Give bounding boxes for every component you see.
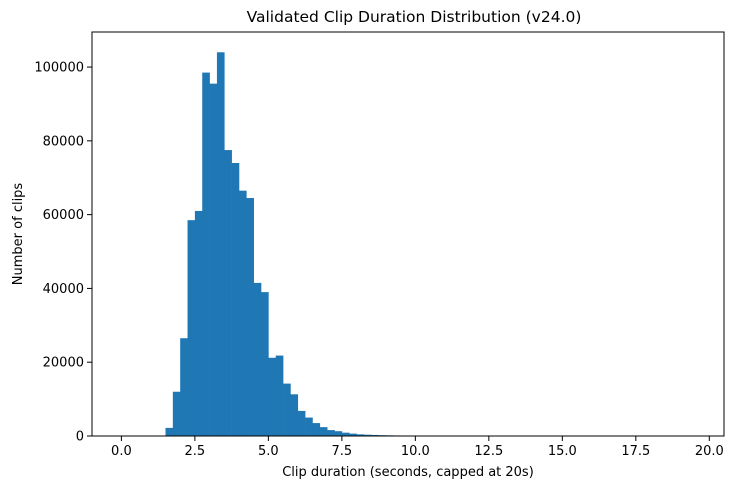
histogram-bar (334, 431, 343, 436)
y-tick-label: 20000 (43, 356, 84, 371)
y-tick-label: 0 (76, 430, 84, 445)
y-tick-label: 40000 (43, 282, 84, 297)
histogram-bar (253, 282, 262, 436)
histogram-bar (216, 52, 225, 436)
histogram-bar (371, 434, 379, 436)
histogram-bar (356, 434, 365, 436)
histogram-bar (238, 190, 247, 436)
histogram-bar (312, 423, 321, 436)
plot-frame (91, 31, 725, 437)
histogram-bar (290, 394, 299, 436)
x-tick-label: 0.0 (111, 444, 132, 459)
y-tick-label: 60000 (43, 208, 84, 223)
y-axis-label: Number of clips (11, 183, 26, 286)
x-tick-label: 17.5 (621, 444, 650, 459)
x-tick-label: 15.0 (548, 444, 577, 459)
histogram-bar (305, 417, 313, 436)
histogram-bar (283, 383, 291, 436)
y-tick-label: 80000 (43, 134, 84, 149)
bars-group (165, 52, 475, 437)
histogram-bar (180, 338, 188, 436)
x-axis-ticks: 0.0 2.5 5.0 7.5 10.0 12.5 15.0 17.5 20.0 (111, 436, 724, 459)
y-axis-ticks: 0 20000 40000 60000 80000 100000 (34, 61, 92, 445)
x-tick-label: 10.0 (401, 444, 430, 459)
histogram-bar (187, 220, 196, 436)
x-axis-label: Clip duration (seconds, capped at 20s) (282, 465, 534, 480)
x-tick-label: 12.5 (474, 444, 503, 459)
histogram-bar (319, 427, 328, 436)
histogram-bar (172, 391, 181, 436)
histogram-bar (327, 430, 335, 436)
histogram-bar (231, 162, 240, 436)
histogram-bar (297, 410, 306, 436)
x-tick-label: 5.0 (258, 444, 279, 459)
x-tick-label: 7.5 (332, 444, 353, 459)
histogram-bar (209, 83, 218, 437)
histogram-bar (341, 432, 350, 436)
x-tick-label: 2.5 (185, 444, 206, 459)
x-tick-label: 20.0 (695, 444, 724, 459)
histogram-bar (349, 433, 357, 436)
histogram-bar (268, 357, 277, 436)
histogram-bar (246, 198, 254, 436)
histogram-bar (363, 434, 372, 436)
histogram-bar (275, 355, 284, 436)
histogram-bar (165, 427, 174, 436)
histogram-bar (202, 72, 210, 436)
chart-title: Validated Clip Duration Distribution (v2… (247, 8, 582, 26)
histogram-bar (261, 292, 269, 436)
histogram-bar (224, 150, 232, 436)
y-tick-label: 100000 (34, 61, 84, 76)
histogram-bar (194, 210, 203, 436)
